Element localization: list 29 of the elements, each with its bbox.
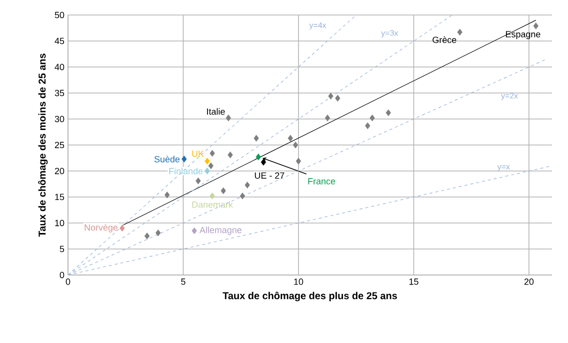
series-label: Danemark (192, 201, 233, 208)
y-tick-label: 10 (55, 220, 64, 226)
y-tick-label: 45 (54, 38, 64, 44)
y-tick-label: 40 (54, 64, 64, 70)
text: France (308, 178, 336, 184)
series-label: Allemagne (200, 226, 242, 235)
y-tick-label: 20 (54, 168, 64, 174)
series-label: Norvège (84, 224, 118, 232)
y-tick-label: 15 (55, 194, 64, 200)
series-label: Finlande (169, 168, 203, 174)
y-tick-label: 50 (54, 12, 64, 18)
series-label: UK (192, 150, 204, 157)
annotation: Espagne (506, 31, 540, 40)
annotation: Italie (207, 108, 225, 115)
y-tick-label: 30 (54, 116, 64, 122)
x-tick-label: 20 (524, 278, 534, 285)
x-axis-title: Taux de chômage des plus de 25 ans (222, 292, 397, 302)
y-tick-label: 5 (60, 246, 64, 252)
x-tick-label: 0 (66, 278, 70, 285)
y-tick-label: 0 (60, 272, 64, 278)
y-axis-title: Taux de chômage des moins de 25 ans (38, 54, 48, 237)
series-label: Suède (154, 156, 180, 162)
annotation: Grèce (432, 36, 456, 44)
x-tick-label: 5 (181, 278, 186, 285)
y-tick-label: 35 (54, 90, 64, 96)
y-tick-label: 25 (54, 142, 64, 148)
x-tick-label: 15 (409, 278, 418, 285)
x-tick-label: 10 (294, 278, 304, 285)
series-label: UE - 27 (254, 172, 284, 179)
